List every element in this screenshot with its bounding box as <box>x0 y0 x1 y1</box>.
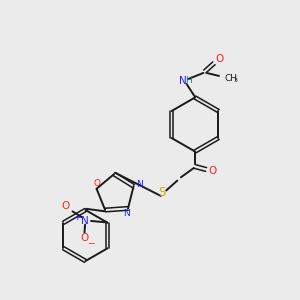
Text: N: N <box>178 76 186 86</box>
Text: N: N <box>81 216 88 226</box>
Text: S: S <box>158 186 166 199</box>
Text: 3: 3 <box>233 79 237 83</box>
Text: O: O <box>208 166 217 176</box>
Text: O: O <box>80 233 88 243</box>
Text: H: H <box>186 76 192 85</box>
Text: N: N <box>136 180 143 189</box>
Text: +: + <box>73 213 80 222</box>
Text: O: O <box>62 201 70 211</box>
Text: CH: CH <box>224 74 237 83</box>
Text: O: O <box>94 179 101 188</box>
Text: −: − <box>87 238 94 247</box>
Text: N: N <box>124 209 130 218</box>
Text: O: O <box>215 54 223 64</box>
